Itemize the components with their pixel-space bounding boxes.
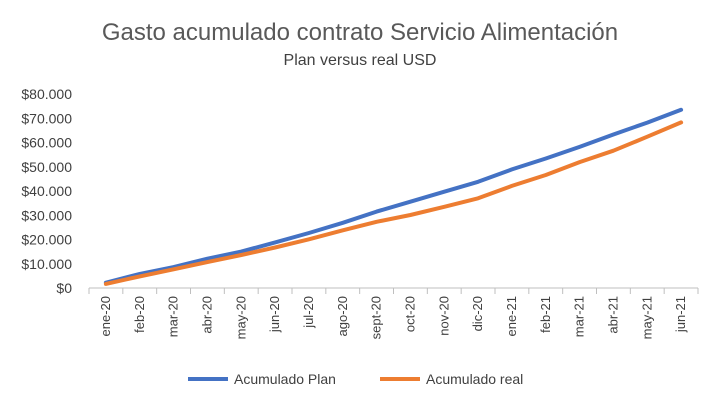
- x-tick-label: feb-21: [538, 296, 553, 333]
- series-layer: [103, 107, 684, 286]
- y-tick-label: $0: [56, 280, 72, 296]
- x-tick-label: mar-20: [166, 296, 181, 337]
- x-tick-label: nov-20: [436, 296, 451, 336]
- x-axis: ene-20 feb-20 mar-20 abr-20 may-20 jun-20 jul-…: [88, 287, 699, 339]
- legend-label: Acumulado Plan: [234, 371, 336, 387]
- series-line-0: [103, 107, 684, 285]
- y-tick-label: $50.000: [21, 159, 72, 175]
- y-tick-label: $70.000: [21, 110, 72, 126]
- y-tick-label: $20.000: [21, 232, 72, 248]
- x-tick-label: ene-21: [504, 296, 519, 336]
- series-line-1: [103, 120, 684, 286]
- legend: Acumulado Plan Acumulado real: [188, 371, 523, 387]
- x-tick-label: jun-21: [673, 296, 688, 333]
- x-tick-label: ene-20: [98, 296, 113, 336]
- x-tick-label: mar-21: [572, 296, 587, 337]
- x-tick-label: may-20: [233, 296, 248, 339]
- y-tick-label: $30.000: [21, 207, 72, 223]
- x-tick-label: may-21: [639, 296, 654, 339]
- x-tick-label: sept-20: [369, 296, 384, 339]
- chart-subtitle: Plan versus real USD: [284, 52, 437, 69]
- x-tick-label: feb-20: [132, 296, 147, 333]
- y-tick-label: $80.000: [21, 86, 72, 102]
- legend-label: Acumulado real: [426, 371, 523, 387]
- x-tick-label: oct-20: [402, 296, 417, 332]
- y-tick-label: $40.000: [21, 183, 72, 199]
- x-tick-label: abr-20: [199, 296, 214, 334]
- x-tick-label: abr-21: [605, 296, 620, 334]
- x-tick-label: ago-20: [335, 296, 350, 336]
- y-tick-label: $10.000: [21, 256, 72, 272]
- y-tick-label: $60.000: [21, 135, 72, 151]
- x-tick-label: dic-20: [470, 296, 485, 331]
- x-tick-label: jul-20: [301, 296, 316, 329]
- y-axis: $0 $10.000 $20.000 $30.000 $40.000 $50.000 $60…: [21, 86, 72, 296]
- chart-title: Gasto acumulado contrato Servicio Alimen…: [102, 19, 618, 46]
- x-tick-label: jun-20: [267, 296, 282, 333]
